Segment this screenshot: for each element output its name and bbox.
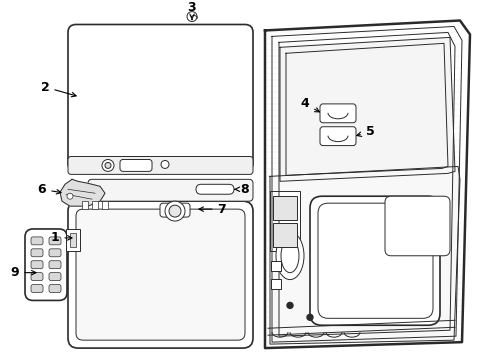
- Bar: [92, 201, 98, 209]
- PathPatch shape: [317, 203, 432, 318]
- Text: 7: 7: [199, 203, 226, 216]
- PathPatch shape: [49, 284, 61, 293]
- PathPatch shape: [160, 203, 190, 217]
- Circle shape: [164, 201, 184, 221]
- PathPatch shape: [76, 32, 244, 163]
- PathPatch shape: [76, 209, 244, 340]
- FancyBboxPatch shape: [319, 104, 355, 123]
- Bar: [272, 196, 296, 220]
- Circle shape: [67, 193, 73, 199]
- PathPatch shape: [25, 229, 67, 301]
- Text: 4: 4: [300, 98, 319, 112]
- Circle shape: [105, 162, 111, 168]
- Text: 6: 6: [38, 183, 61, 196]
- PathPatch shape: [31, 284, 43, 293]
- PathPatch shape: [49, 249, 61, 257]
- PathPatch shape: [68, 201, 252, 348]
- PathPatch shape: [88, 179, 252, 201]
- Circle shape: [169, 205, 181, 217]
- FancyBboxPatch shape: [319, 127, 355, 145]
- PathPatch shape: [31, 261, 43, 269]
- Bar: [269, 191, 299, 251]
- Circle shape: [186, 12, 197, 22]
- Polygon shape: [264, 21, 469, 348]
- Circle shape: [306, 314, 312, 320]
- Text: 3: 3: [187, 1, 196, 20]
- Ellipse shape: [275, 232, 304, 280]
- PathPatch shape: [49, 261, 61, 269]
- Text: 9: 9: [11, 266, 36, 279]
- PathPatch shape: [49, 273, 61, 280]
- Bar: [102, 201, 108, 209]
- Bar: [270, 261, 281, 271]
- PathPatch shape: [31, 273, 43, 280]
- PathPatch shape: [72, 28, 248, 167]
- PathPatch shape: [31, 249, 43, 257]
- PathPatch shape: [68, 24, 252, 171]
- Polygon shape: [280, 37, 454, 181]
- Circle shape: [161, 161, 169, 168]
- PathPatch shape: [309, 196, 439, 325]
- PathPatch shape: [80, 36, 241, 159]
- Polygon shape: [60, 179, 105, 206]
- Text: 2: 2: [41, 81, 76, 97]
- Text: 5: 5: [356, 125, 374, 138]
- PathPatch shape: [68, 157, 252, 174]
- Text: 1: 1: [51, 231, 72, 244]
- Ellipse shape: [281, 239, 298, 273]
- Bar: [272, 223, 296, 247]
- Text: 8: 8: [234, 183, 249, 196]
- Circle shape: [102, 159, 114, 171]
- Bar: [70, 233, 76, 247]
- PathPatch shape: [120, 159, 152, 171]
- Polygon shape: [269, 166, 459, 344]
- PathPatch shape: [384, 196, 449, 256]
- Bar: [82, 201, 88, 209]
- PathPatch shape: [49, 237, 61, 245]
- Circle shape: [286, 302, 292, 309]
- PathPatch shape: [31, 237, 43, 245]
- PathPatch shape: [196, 184, 234, 194]
- Bar: [270, 279, 281, 288]
- Bar: [66, 229, 80, 251]
